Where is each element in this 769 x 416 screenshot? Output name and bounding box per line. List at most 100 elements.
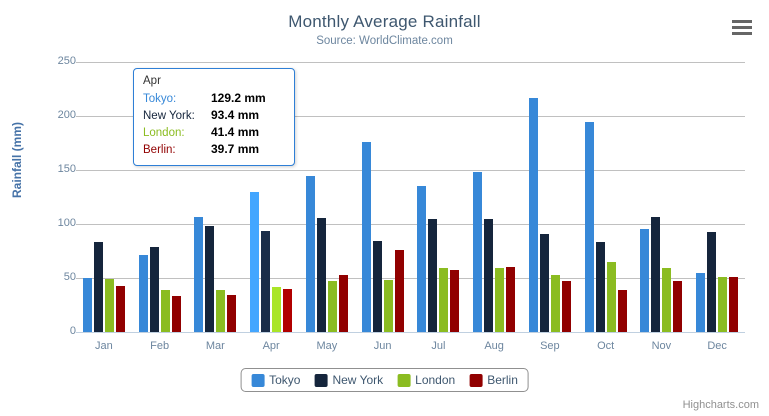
gridline — [76, 62, 745, 63]
bar[interactable] — [205, 225, 215, 332]
bar[interactable] — [473, 171, 483, 332]
legend-label: Berlin — [487, 373, 518, 387]
tooltip-series-value: 39.7 mm — [211, 142, 260, 156]
legend-label: London — [415, 373, 456, 387]
bar[interactable] — [484, 219, 494, 332]
x-axis-tick-label: Jul — [431, 340, 446, 352]
category-column-group[interactable] — [361, 62, 404, 332]
hamburger-bar-3 — [732, 32, 752, 35]
y-axis-tick-label: 250 — [57, 55, 76, 67]
category-column-group[interactable] — [528, 62, 571, 332]
credits-link[interactable]: Highcharts.com — [682, 399, 759, 411]
category-column-group[interactable] — [250, 62, 293, 332]
tooltip-rows: Tokyo: 129.2 mm New York: 93.4 mm London: 41.… — [143, 90, 285, 158]
y-axis-tick-label: 50 — [63, 271, 76, 283]
y-axis-tick-label: 0 — [69, 325, 76, 337]
tooltip-header: Apr — [143, 75, 161, 87]
x-axis-tick-label: Mar — [205, 340, 225, 352]
tooltip-series-value: 41.4 mm — [211, 125, 260, 139]
category-column-group[interactable] — [473, 62, 516, 332]
bar[interactable] — [606, 261, 616, 332]
y-axis-tick-label: 100 — [57, 217, 76, 229]
bar[interactable] — [171, 296, 181, 332]
gridline — [76, 224, 745, 225]
bar[interactable] — [718, 276, 728, 332]
bar[interactable] — [495, 267, 505, 332]
bar[interactable] — [372, 240, 382, 332]
legend-label: Tokyo — [269, 373, 301, 387]
legend-label: New York — [332, 373, 384, 387]
bar[interactable] — [272, 287, 282, 332]
category-column-group[interactable] — [584, 62, 627, 332]
category-column-group[interactable] — [138, 62, 181, 332]
bar[interactable] — [383, 279, 393, 332]
bar[interactable] — [194, 217, 204, 332]
category-column-group[interactable] — [305, 62, 348, 332]
tooltip-row: London: 41.4 mm — [143, 124, 285, 141]
bar[interactable] — [361, 141, 371, 332]
x-axis-tick-label: Feb — [150, 340, 170, 352]
bar[interactable] — [439, 268, 449, 332]
legend-item-london[interactable]: London — [397, 373, 455, 387]
bar[interactable] — [729, 276, 739, 332]
bar[interactable] — [617, 289, 627, 332]
chart-title: Monthly Average Rainfall — [288, 12, 481, 31]
bar[interactable] — [261, 231, 271, 332]
bar[interactable] — [305, 176, 315, 332]
legend-swatch — [397, 373, 411, 387]
category-column-group[interactable] — [82, 62, 125, 332]
y-axis-tick-labels: 0 50 100 150 200 250 — [22, 0, 88, 416]
bar[interactable] — [327, 281, 337, 332]
bar[interactable] — [550, 275, 560, 332]
bar[interactable] — [93, 241, 103, 332]
bar[interactable] — [227, 294, 237, 332]
bar[interactable] — [149, 246, 159, 332]
legend-item-tokyo[interactable]: Tokyo — [251, 373, 300, 387]
bar[interactable] — [450, 270, 460, 332]
y-axis-tick-label: 150 — [57, 163, 76, 175]
bar[interactable] — [338, 275, 348, 332]
chart-subtitle: Source: WorldClimate.com — [316, 35, 453, 47]
gridline — [76, 116, 745, 117]
bar[interactable] — [595, 241, 605, 332]
category-column-group[interactable] — [194, 62, 237, 332]
bar[interactable] — [316, 217, 326, 332]
category-column-group[interactable] — [640, 62, 683, 332]
bar[interactable] — [160, 290, 170, 332]
legend-item-new-york[interactable]: New York — [314, 373, 383, 387]
bar[interactable] — [707, 232, 717, 332]
bar[interactable] — [250, 192, 260, 332]
bar[interactable] — [561, 280, 571, 332]
bar[interactable] — [104, 279, 114, 332]
bar[interactable] — [528, 98, 538, 332]
x-axis-tick-label: Sep — [540, 340, 560, 352]
bar[interactable] — [640, 228, 650, 332]
bar[interactable] — [216, 289, 226, 332]
legend-item-berlin[interactable]: Berlin — [469, 373, 518, 387]
bar[interactable] — [584, 122, 594, 332]
category-column-group[interactable] — [417, 62, 460, 332]
bar[interactable] — [82, 278, 92, 332]
hamburger-bar-1 — [732, 20, 752, 23]
bar[interactable] — [506, 266, 516, 332]
bar[interactable] — [428, 218, 438, 332]
bar[interactable] — [696, 273, 706, 332]
bar[interactable] — [673, 281, 683, 332]
hamburger-menu-icon[interactable] — [729, 16, 755, 38]
tooltip: Apr Tokyo: 129.2 mm New York: 93.4 mm London… — [133, 68, 295, 166]
category-column-group[interactable] — [696, 62, 739, 332]
bar[interactable] — [417, 185, 427, 332]
bar[interactable] — [662, 267, 672, 332]
gridline — [76, 170, 745, 171]
bar[interactable] — [115, 286, 125, 332]
bar[interactable] — [539, 233, 549, 332]
bar[interactable] — [394, 250, 404, 332]
x-axis-tick-label: Oct — [597, 340, 615, 352]
x-axis-tick-label: May — [316, 340, 338, 352]
tooltip-series-value: 93.4 mm — [211, 108, 260, 122]
bar[interactable] — [651, 216, 661, 332]
bar[interactable] — [283, 289, 293, 332]
x-axis-line — [76, 332, 745, 333]
bar[interactable] — [138, 254, 148, 332]
